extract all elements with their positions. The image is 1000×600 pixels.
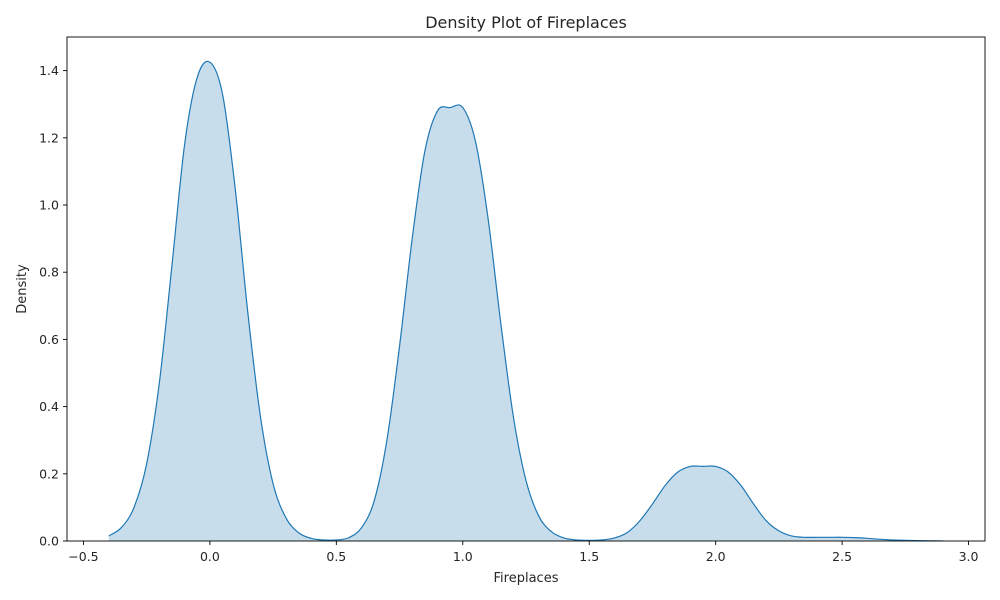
plot-area — [108, 60, 944, 542]
x-tick-label: 0.5 — [326, 549, 346, 564]
axes-frame — [66, 36, 986, 542]
x-tick-label: −0.5 — [68, 549, 98, 564]
y-tick-label: 1.2 — [39, 130, 59, 145]
y-tick-label: 0.4 — [39, 399, 59, 414]
density-fill-area — [108, 61, 944, 541]
y-tick-label: 1.0 — [39, 198, 59, 213]
y-tick-label: 0.6 — [39, 332, 59, 347]
x-tick-label: 1.0 — [453, 549, 473, 564]
y-tick-label: 0.2 — [39, 466, 59, 481]
x-tick-label: 2.0 — [706, 549, 726, 564]
y-tick-label: 0.8 — [39, 265, 59, 280]
density-line — [108, 60, 944, 542]
y-axis: 0.0 0.2 0.4 0.6 0.8 1.0 1.2 1.4 — [39, 63, 67, 549]
y-axis-label: Density — [15, 264, 30, 314]
x-tick-label: 2.5 — [832, 549, 852, 564]
chart-title: Density Plot of Fireplaces — [425, 13, 627, 32]
y-tick-label: 1.4 — [39, 63, 59, 78]
x-tick-label: 3.0 — [959, 549, 979, 564]
x-axis-label: Fireplaces — [494, 571, 559, 586]
y-tick-label: 0.0 — [39, 534, 59, 549]
x-axis: −0.5 0.0 0.5 1.0 1.5 2.0 2.5 3.0 — [68, 541, 979, 564]
x-tick-label: 1.5 — [579, 549, 599, 564]
x-tick-label: 0.0 — [200, 549, 220, 564]
